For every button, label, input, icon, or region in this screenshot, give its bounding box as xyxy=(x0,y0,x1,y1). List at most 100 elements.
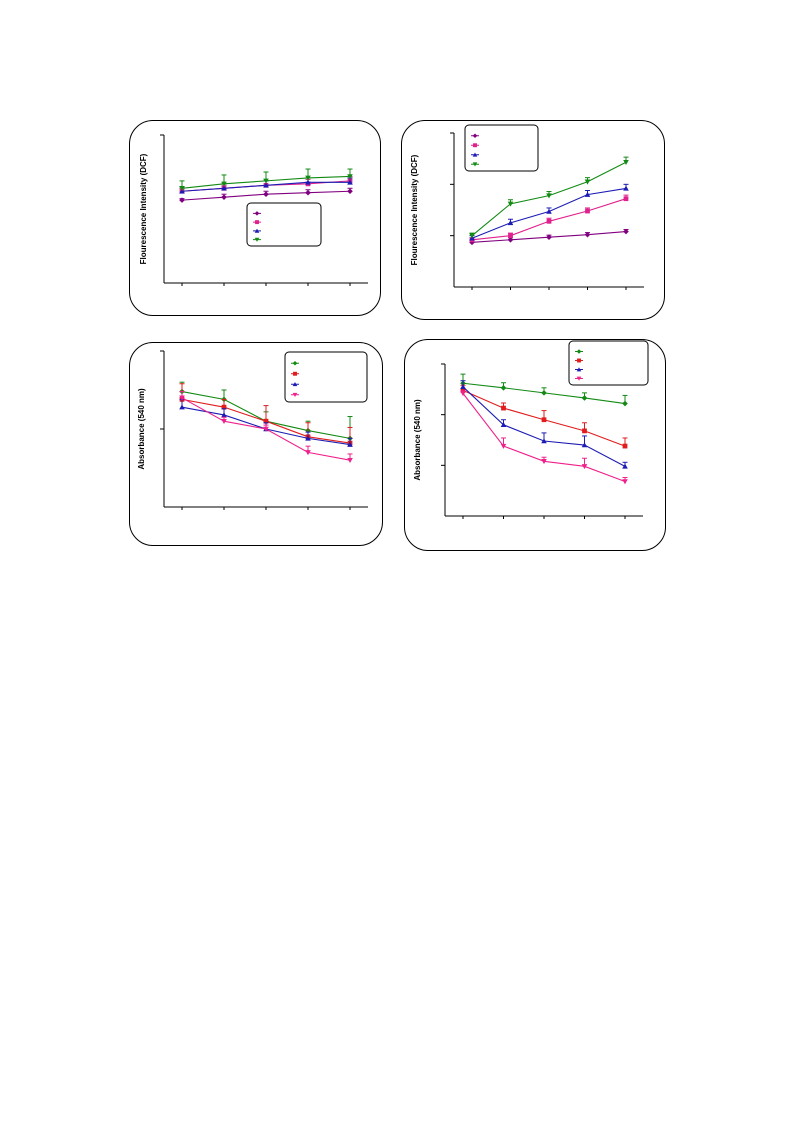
data-point xyxy=(585,208,590,214)
legend-marker xyxy=(472,152,478,157)
legend-marker xyxy=(576,376,582,381)
data-point xyxy=(460,391,466,397)
data-point xyxy=(221,185,227,191)
error-bar xyxy=(263,405,269,422)
data-point xyxy=(622,463,628,469)
series-1 xyxy=(469,228,629,246)
y-axis-label: Flourescence Intensity (DCF) xyxy=(410,154,419,265)
legend-entry xyxy=(291,371,299,376)
data-point xyxy=(347,179,353,185)
legend-marker xyxy=(292,392,298,398)
data-point xyxy=(581,464,588,470)
data-point xyxy=(582,428,587,434)
legend-marker xyxy=(576,367,582,372)
legend-box xyxy=(568,340,649,386)
chart-bottom-right: Absorbance (540 nm) xyxy=(413,340,649,519)
legend-entry xyxy=(471,152,479,157)
data-point xyxy=(460,387,466,393)
data-point xyxy=(263,418,269,424)
data-point xyxy=(541,438,547,444)
series-line xyxy=(462,386,626,467)
legend xyxy=(464,124,539,172)
legend-marker xyxy=(254,211,260,216)
data-point xyxy=(546,218,552,224)
data-point xyxy=(179,186,185,192)
data-point xyxy=(179,197,185,203)
data-point xyxy=(221,181,227,187)
legend-entry xyxy=(291,360,299,366)
chart-top-left: Flourescence Intensity (DCF) xyxy=(139,134,368,286)
legend-box xyxy=(284,351,368,403)
data-point xyxy=(546,193,552,199)
data-point xyxy=(347,441,353,447)
chart-top-right: Flourescence Intensity (DCF) xyxy=(410,124,644,290)
legend-marker xyxy=(292,360,298,366)
series-1 xyxy=(179,187,353,203)
data-point xyxy=(623,196,629,202)
data-point xyxy=(263,426,269,432)
data-point xyxy=(501,405,506,411)
data-point xyxy=(263,191,269,197)
legend-marker xyxy=(472,162,478,167)
y-axis-label: Absorbance (540 nm) xyxy=(413,399,422,481)
data-point xyxy=(508,233,513,239)
y-axis-label: Absorbance (540 nm) xyxy=(137,388,146,470)
series-4 xyxy=(179,391,353,463)
legend-marker xyxy=(473,143,477,148)
series-line xyxy=(471,161,627,237)
legend-box xyxy=(464,124,539,172)
data-point xyxy=(584,179,591,185)
data-point xyxy=(546,208,552,214)
legend xyxy=(246,202,322,247)
legend-entry xyxy=(253,237,261,242)
series-4 xyxy=(460,390,628,485)
data-point xyxy=(584,191,591,197)
legend-marker xyxy=(254,228,260,233)
legend-entry xyxy=(291,381,299,387)
data-point xyxy=(469,233,475,239)
data-point xyxy=(305,179,311,185)
data-point xyxy=(622,443,628,449)
data-point xyxy=(305,435,311,441)
data-point xyxy=(622,400,628,407)
y-axis-label: Flourescence Intensity (DCF) xyxy=(139,153,148,264)
data-point xyxy=(622,479,628,485)
legend-box xyxy=(246,202,322,247)
data-point xyxy=(500,422,507,428)
chart-panel-bottom-right: Absorbance (540 nm) xyxy=(404,339,666,551)
chart-panel-top-left: Flourescence Intensity (DCF) xyxy=(129,120,381,316)
data-point xyxy=(221,418,227,424)
data-point xyxy=(179,404,185,410)
data-point xyxy=(221,404,227,410)
legend-entry xyxy=(253,211,261,216)
chart-panel-top-right: Flourescence Intensity (DCF) xyxy=(401,120,665,320)
legend-marker xyxy=(292,381,298,387)
legend-marker xyxy=(472,133,478,139)
data-point xyxy=(581,395,588,401)
data-point xyxy=(581,442,588,448)
legend-entry xyxy=(471,133,479,139)
data-point xyxy=(623,160,629,166)
legend-marker xyxy=(293,371,297,376)
data-point xyxy=(179,395,185,401)
chart-panel-bottom-left: Absorbance (540 nm) xyxy=(129,342,383,546)
data-point xyxy=(347,457,353,463)
series-4 xyxy=(179,168,353,192)
data-point xyxy=(541,459,547,465)
data-point xyxy=(221,412,227,418)
legend-marker xyxy=(254,237,260,242)
legend-entry xyxy=(471,162,479,167)
data-point xyxy=(221,194,227,200)
data-point xyxy=(347,174,353,180)
data-point xyxy=(541,390,547,396)
legend-entry xyxy=(291,392,299,398)
legend-entry xyxy=(575,367,583,372)
legend-marker xyxy=(255,220,259,225)
data-point xyxy=(500,443,507,449)
series-2 xyxy=(460,384,628,449)
data-point xyxy=(541,417,547,423)
legend-entry xyxy=(253,228,261,233)
data-point xyxy=(500,385,507,391)
data-point xyxy=(305,175,311,181)
data-point xyxy=(263,182,269,188)
